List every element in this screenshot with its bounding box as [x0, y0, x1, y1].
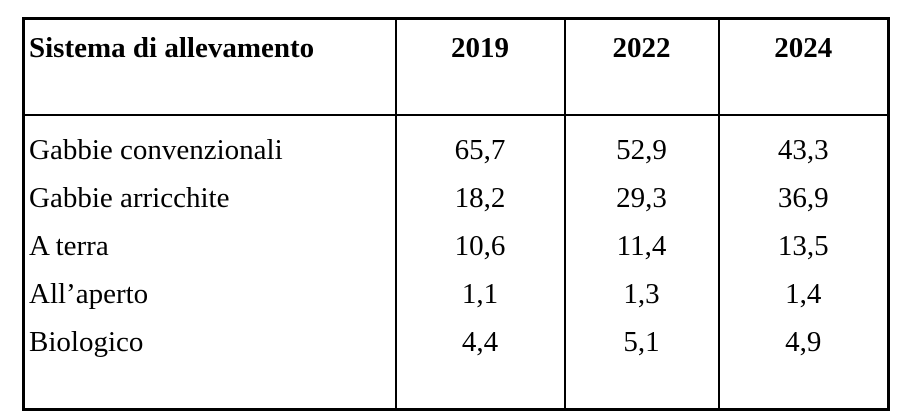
column-header-2024: 2024 — [717, 18, 890, 116]
cell-value: 5,1 — [563, 318, 720, 366]
cell-value: 52,9 — [563, 115, 720, 174]
cell-value: 10,6 — [394, 222, 566, 270]
cell-value: 1,1 — [394, 270, 566, 318]
table-row-all-aperto: All’aperto 1,1 1,3 1,4 — [22, 270, 890, 318]
cell-value: 4,4 — [394, 318, 566, 366]
row-label: A terra — [22, 222, 397, 270]
spacer-row — [22, 366, 890, 410]
header-row: Sistema di allevamento 2019 2022 2024 — [22, 18, 890, 116]
row-label: Biologico — [22, 318, 397, 366]
cell-value: 4,9 — [717, 318, 890, 366]
table-row-a-terra: A terra 10,6 11,4 13,5 — [22, 222, 890, 270]
column-header-2019: 2019 — [394, 18, 566, 116]
row-label: Gabbie arricchite — [22, 174, 397, 222]
cell-value: 18,2 — [394, 174, 566, 222]
cell-value: 1,4 — [717, 270, 890, 318]
cell-value: 65,7 — [394, 115, 566, 174]
cell-value: 11,4 — [563, 222, 720, 270]
cell-value: 36,9 — [717, 174, 890, 222]
cell-value: 13,5 — [717, 222, 890, 270]
cell-value: 29,3 — [563, 174, 720, 222]
cell-value: 43,3 — [717, 115, 890, 174]
cell-value: 1,3 — [563, 270, 720, 318]
table-row-gabbie-convenzionali: Gabbie convenzionali 65,7 52,9 43,3 — [22, 115, 890, 174]
table-row-gabbie-arricchite: Gabbie arricchite 18,2 29,3 36,9 — [22, 174, 890, 222]
allevamento-table: Sistema di allevamento 2019 2022 2024 Ga… — [22, 17, 890, 411]
column-header-2022: 2022 — [563, 18, 720, 116]
table-row-biologico: Biologico 4,4 5,1 4,9 — [22, 318, 890, 366]
row-label: All’aperto — [22, 270, 397, 318]
row-label: Gabbie convenzionali — [22, 115, 397, 174]
column-header-sistema: Sistema di allevamento — [22, 18, 397, 116]
